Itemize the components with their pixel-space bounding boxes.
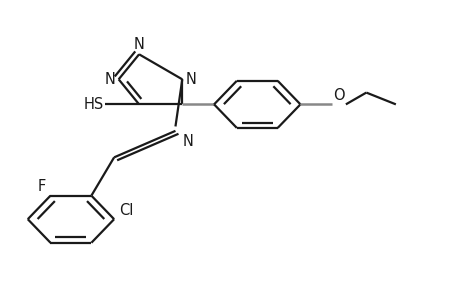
Text: F: F: [38, 179, 46, 194]
Text: N: N: [104, 72, 115, 87]
Text: N: N: [185, 72, 196, 87]
Text: O: O: [332, 88, 344, 103]
Text: Cl: Cl: [118, 203, 133, 218]
Text: HS: HS: [83, 97, 103, 112]
Text: N: N: [182, 134, 193, 149]
Text: N: N: [134, 37, 144, 52]
